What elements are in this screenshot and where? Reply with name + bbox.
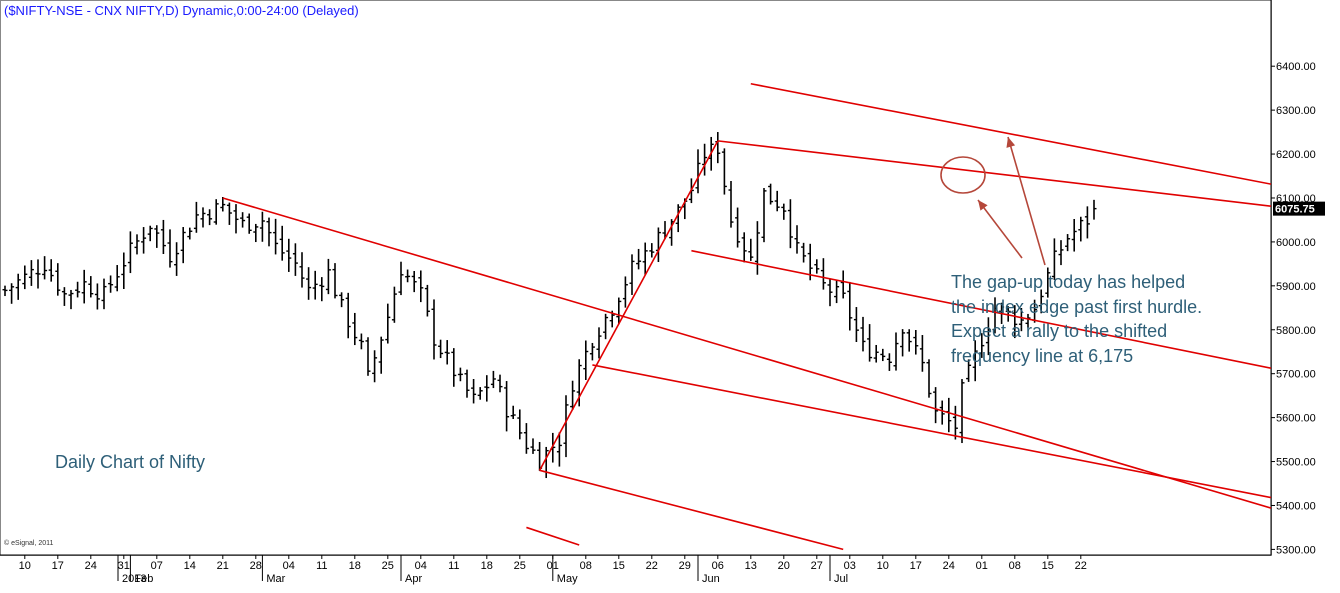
x-tick-label: 01 bbox=[976, 560, 988, 572]
highlight-circle bbox=[940, 156, 986, 194]
x-tick-label: 04 bbox=[283, 560, 295, 572]
y-tick-label: 5300.00 bbox=[1276, 544, 1316, 556]
last-price-box bbox=[1273, 201, 1325, 216]
channel-line bbox=[538, 140, 719, 471]
arrow-to-price-head bbox=[978, 200, 988, 211]
x-tick-label: 20 bbox=[778, 560, 790, 572]
month-label: Jul bbox=[834, 573, 848, 585]
x-tick-label: 06 bbox=[712, 560, 724, 572]
x-tick-label: 22 bbox=[1075, 560, 1087, 572]
channel-line bbox=[750, 82, 1272, 185]
chart-label: Daily Chart of Nifty bbox=[55, 452, 206, 472]
x-tick-label: 22 bbox=[646, 560, 658, 572]
y-tick-label: 5600.00 bbox=[1276, 413, 1316, 425]
x-tick-label: 27 bbox=[811, 560, 823, 572]
x-tick-label: 07 bbox=[151, 560, 163, 572]
chart-title: ($NIFTY-NSE - CNX NIFTY,D) Dynamic,0:00-… bbox=[4, 3, 359, 18]
y-tick-label: 5500.00 bbox=[1276, 457, 1316, 469]
x-tick-label: 10 bbox=[19, 560, 31, 572]
month-label: May bbox=[557, 573, 578, 585]
x-tick-label: 03 bbox=[844, 560, 856, 572]
y-tick-label: 5800.00 bbox=[1276, 325, 1316, 337]
x-tick-label: 18 bbox=[481, 560, 493, 572]
esignal-credit: © eSignal, 2011 bbox=[4, 540, 54, 547]
x-tick-label: 11 bbox=[316, 560, 327, 572]
y-tick-label: 6300.00 bbox=[1276, 105, 1316, 117]
channel-line bbox=[222, 197, 1272, 509]
arrow-to-target-head bbox=[1006, 137, 1016, 148]
x-tick-label: 15 bbox=[1042, 560, 1054, 572]
x-tick-label: 24 bbox=[85, 560, 97, 572]
month-label: Apr bbox=[405, 573, 422, 585]
x-tick-label: 10 bbox=[877, 560, 889, 572]
x-tick-label: 17 bbox=[52, 560, 64, 572]
y-tick-label: 5900.00 bbox=[1276, 281, 1316, 293]
x-tick-label: 21 bbox=[217, 560, 229, 572]
channel-line bbox=[691, 249, 1272, 370]
month-label: Mar bbox=[266, 573, 285, 585]
last-price-label: 6075.75 bbox=[1275, 204, 1315, 216]
x-tick-label: 14 bbox=[184, 560, 196, 572]
arrow-to-target bbox=[1007, 136, 1046, 266]
x-tick-label: 04 bbox=[415, 560, 427, 572]
x-tick-label: 08 bbox=[580, 560, 592, 572]
month-label: Jun bbox=[702, 573, 720, 585]
x-tick-label: 28 bbox=[250, 560, 262, 572]
annotation-text: The gap-up today has helped the index ed… bbox=[951, 270, 1202, 368]
y-tick-label: 6400.00 bbox=[1276, 61, 1316, 73]
y-tick-label: 6200.00 bbox=[1276, 149, 1316, 161]
x-tick-label: 18 bbox=[349, 560, 361, 572]
annotation-line-1: The gap-up today has helped bbox=[951, 272, 1186, 292]
x-tick-label: 25 bbox=[382, 560, 394, 572]
month-label: Feb bbox=[134, 573, 153, 585]
annotation-line-3: Expect a rally to the shifted bbox=[951, 321, 1168, 341]
x-tick-label: 24 bbox=[943, 560, 955, 572]
y-tick-label: 6000.00 bbox=[1276, 237, 1316, 249]
month-label: 2013 bbox=[122, 573, 146, 585]
y-tick-label: 5400.00 bbox=[1276, 500, 1316, 512]
channel-line bbox=[592, 364, 1272, 499]
annotation-line-4: frequency line at 6,175 bbox=[951, 345, 1134, 366]
x-tick-label: 25 bbox=[514, 560, 526, 572]
x-tick-label: 17 bbox=[910, 560, 922, 572]
x-tick-label: 29 bbox=[679, 560, 691, 572]
y-tick-label: 5700.00 bbox=[1276, 369, 1316, 381]
annotation-line-2: the index edge past first hurdle. bbox=[951, 296, 1203, 317]
channel-line bbox=[539, 469, 844, 551]
x-tick-label: 13 bbox=[745, 560, 757, 572]
x-tick-label: 11 bbox=[448, 560, 459, 572]
x-tick-label: 08 bbox=[1009, 560, 1021, 572]
x-tick-label: 15 bbox=[613, 560, 625, 572]
channel-line bbox=[526, 526, 580, 546]
channel-line bbox=[717, 140, 1272, 207]
arrow-to-price bbox=[977, 199, 1023, 259]
x-tick-label: 31 bbox=[118, 560, 130, 572]
